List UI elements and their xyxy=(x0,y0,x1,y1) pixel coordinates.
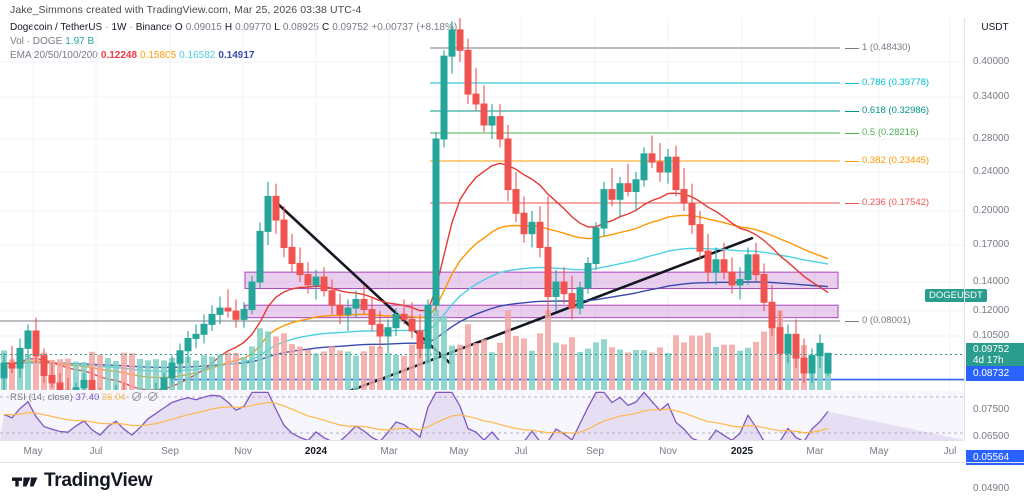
time-axis-tick: Nov xyxy=(659,446,677,457)
fib-level-label: 0.236 (0.17542) xyxy=(862,197,930,208)
fib-level-label: 1 (0.48430) xyxy=(862,42,911,53)
legend-ema200-value: 0.14917 xyxy=(218,50,255,61)
time-axis-tick: 2025 xyxy=(730,446,754,457)
price-axis[interactable]: USDT 0.40000 0.34000 0.28000 0.24000 0.20000… xyxy=(964,18,1024,494)
tradingview-logo[interactable]: TradingView xyxy=(12,470,153,492)
fib-level-label: 0.382 (0.23445) xyxy=(862,155,930,166)
rsi-ma-value: 36.04 xyxy=(101,392,126,403)
time-axis-tick: Sep xyxy=(586,446,604,457)
settings-hide-icon[interactable] xyxy=(147,392,157,401)
tradingview-logo-icon xyxy=(12,477,38,486)
fib-level-tick xyxy=(845,321,859,322)
bar-countdown: 4d 17h xyxy=(973,355,1004,366)
rsi-legend[interactable]: RSI (14, close) 37.40 36.04 xyxy=(10,391,157,403)
price-axis-tick: 0.40000 xyxy=(973,56,1010,67)
price-axis-tick: 0.17000 xyxy=(973,239,1010,250)
rsi-chart-canvas[interactable] xyxy=(0,391,964,440)
legend-ema-row[interactable]: EMA 20/50/100/200 0.12248 0.15805 0.16582 0.… xyxy=(10,49,460,63)
legend-change-percent: (+8.18%) xyxy=(416,22,458,33)
price-axis-tick: 0.06500 xyxy=(973,431,1010,442)
chart-legend: Dogecoin / TetherUS · 1W · Binance O 0.09015 H 0… xyxy=(10,21,460,63)
price-axis-tick: 0.10500 xyxy=(973,330,1010,341)
current-price-badge[interactable]: 0.09752 4d 17h xyxy=(966,343,1024,367)
price-axis-title: USDT xyxy=(981,22,1009,33)
price-axis-tick: 0.14000 xyxy=(973,276,1010,287)
legend-change: +0.00737 xyxy=(371,22,414,33)
tradingview-logo-text: TradingView xyxy=(44,470,153,491)
fib-level-tick xyxy=(845,111,859,112)
time-axis-tick: Nov xyxy=(234,446,252,457)
rsi-value: 37.40 xyxy=(75,392,100,403)
legend-volume-label: Vol · DOGE xyxy=(10,36,63,47)
time-axis-tick: May xyxy=(449,446,469,457)
legend-ema100-value: 0.16582 xyxy=(179,50,216,61)
price-axis-tick: 0.34000 xyxy=(973,91,1010,102)
series-price-label: DOGEUSDT xyxy=(925,289,987,302)
legend-ema20-value: 0.12248 xyxy=(100,50,138,61)
legend-open-label: O xyxy=(174,22,183,33)
price-chart-pane[interactable]: 1 (0.48430) 0.786 (0.39778) 0.618 (0.32986… xyxy=(0,18,987,390)
legend-exchange[interactable]: Binance xyxy=(135,22,172,33)
legend-symbol[interactable]: Dogecoin / TetherUS xyxy=(10,22,103,33)
time-axis[interactable]: May Jul Sep Nov 2024 Mar May Jul Sep Nov 2025 Mar Ma… xyxy=(0,440,964,462)
rsi-indicator-pane[interactable]: RSI (14, close) 37.40 36.04 xyxy=(0,391,964,440)
fib-level-tick xyxy=(845,133,859,134)
lower-support-price-badge[interactable]: 0.05564 xyxy=(966,450,1024,465)
legend-close-label: C xyxy=(321,22,330,33)
time-axis-tick: May xyxy=(869,446,889,457)
legend-open-value: 0.09015 xyxy=(185,22,222,33)
time-axis-tick: Sep xyxy=(161,446,179,457)
legend-symbol-row[interactable]: Dogecoin / TetherUS · 1W · Binance O 0.09015 H 0… xyxy=(10,21,460,35)
price-axis-tick: 0.07500 xyxy=(973,404,1010,415)
fib-level-label: 0.786 (0.39778) xyxy=(862,77,930,88)
time-axis-tick: May xyxy=(23,446,43,457)
fib-level-tick xyxy=(845,48,859,49)
fib-level-tick xyxy=(845,161,859,162)
fib-level-label: 0.618 (0.32986) xyxy=(862,105,930,116)
time-axis-tick: Jul xyxy=(89,446,103,457)
legend-sep-1: · xyxy=(105,22,109,33)
fib-level-label: 0.5 (0.28216) xyxy=(862,127,919,138)
legend-volume-row[interactable]: Vol · DOGE 1.97 B xyxy=(10,35,460,49)
fib-level-tick xyxy=(845,83,859,84)
legend-high-value: 0.09770 xyxy=(235,22,272,33)
legend-interval[interactable]: 1W xyxy=(111,22,127,33)
legend-volume-value: 1.97 B xyxy=(65,36,95,47)
hide-icon[interactable] xyxy=(132,392,142,401)
legend-close-value: 0.09752 xyxy=(332,22,369,33)
legend-low-label: L xyxy=(274,22,280,33)
price-axis-tick: 0.20000 xyxy=(973,205,1010,216)
time-axis-tick: Mar xyxy=(380,446,398,457)
price-chart-canvas[interactable] xyxy=(0,18,964,390)
price-axis-tick: 0.04900 xyxy=(973,483,1010,494)
legend-high-label: H xyxy=(224,22,233,33)
price-axis-tick: 0.12000 xyxy=(973,305,1010,316)
legend-ema50-value: 0.15805 xyxy=(140,50,177,61)
footer-divider xyxy=(0,462,1024,463)
price-axis-tick: 0.24000 xyxy=(973,166,1010,177)
rsi-name: RSI (14, close) xyxy=(10,392,73,403)
time-axis-tick: Jul xyxy=(514,446,528,457)
fib-level-label: 0 (0.08001) xyxy=(862,315,911,326)
creator-watermark: Jake_Simmons created with TradingView.co… xyxy=(10,4,362,16)
legend-ema-label: EMA 20/50/100/200 xyxy=(10,50,98,61)
time-axis-tick: Mar xyxy=(806,446,824,457)
legend-sep-2: · xyxy=(129,22,133,33)
time-axis-tick: Jul xyxy=(943,446,957,457)
support-price-badge[interactable]: 0.08732 xyxy=(966,366,1024,381)
legend-low-value: 0.08925 xyxy=(282,22,319,33)
price-axis-tick: 0.28000 xyxy=(973,133,1010,144)
time-axis-tick: 2024 xyxy=(304,446,328,457)
fib-level-tick xyxy=(845,203,859,204)
current-price-value: 0.09752 xyxy=(973,344,1010,355)
